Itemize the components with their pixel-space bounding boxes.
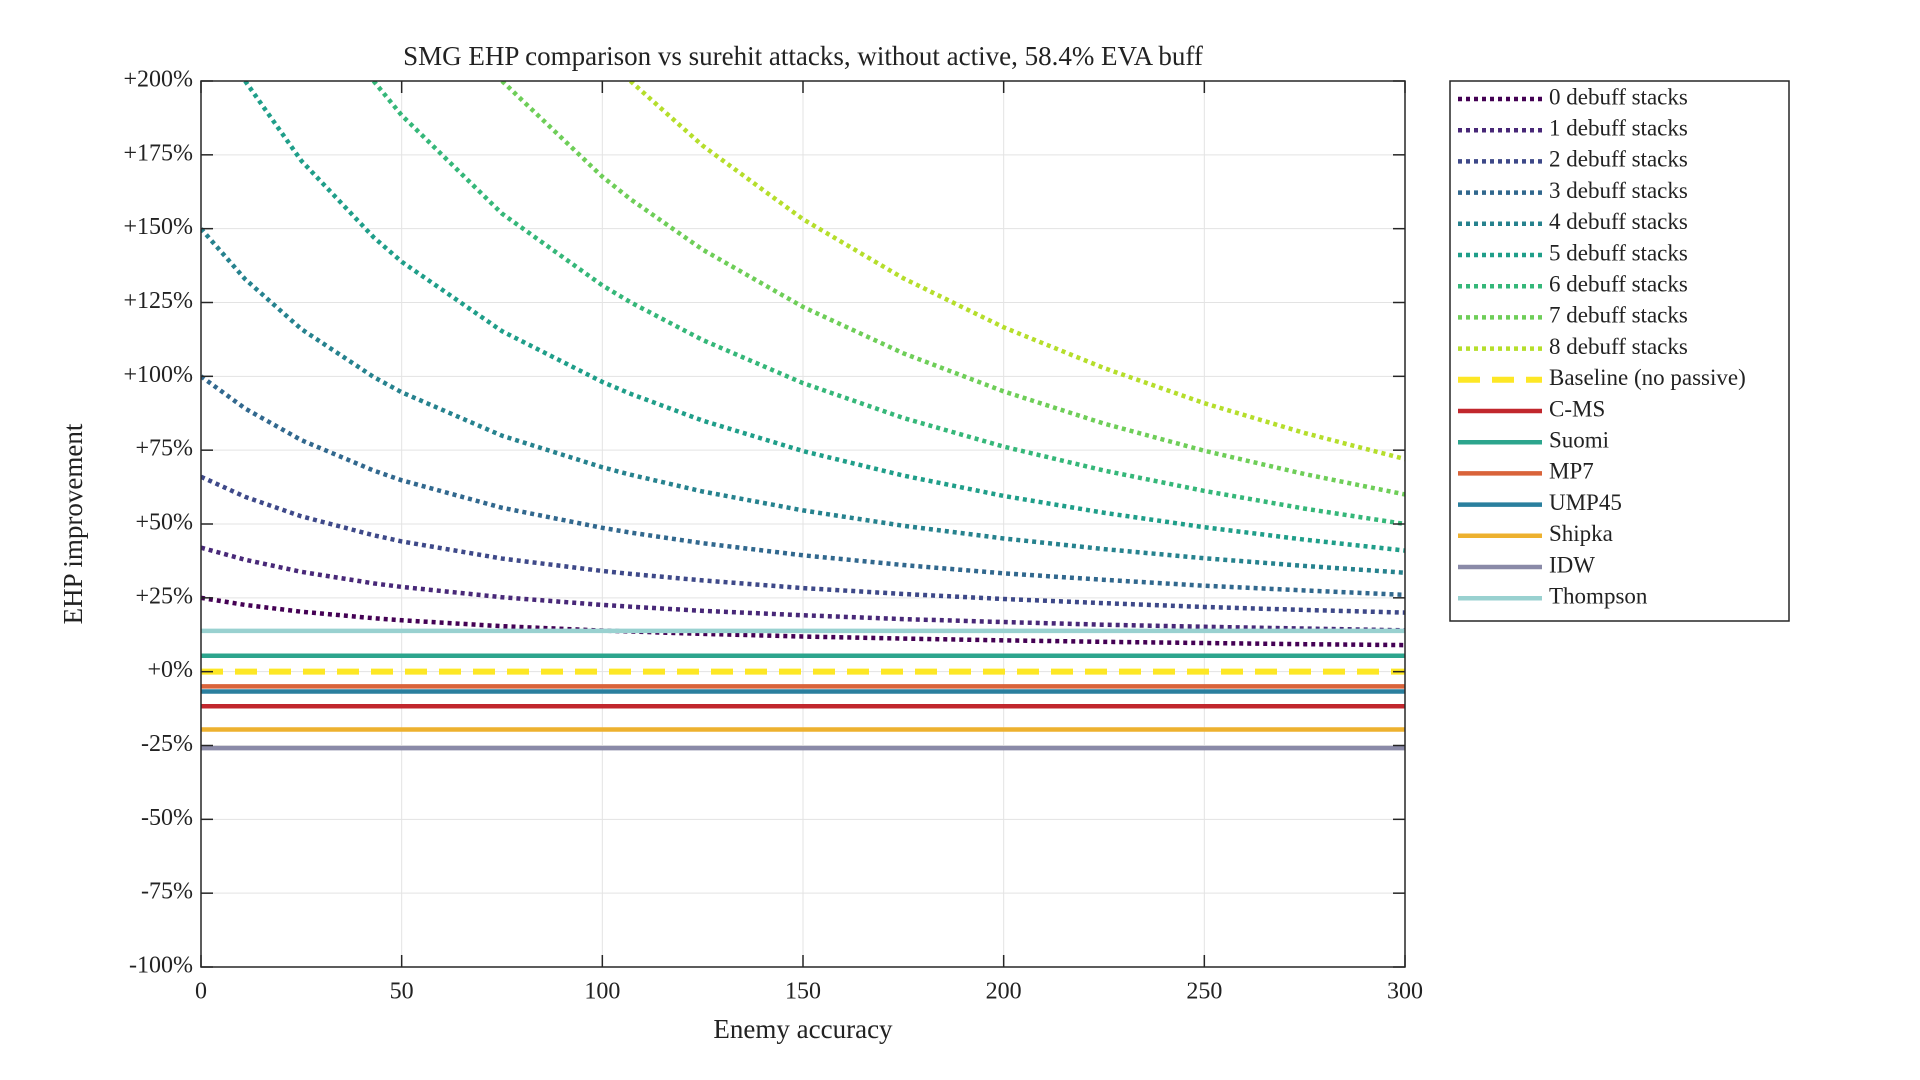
x-tick-label: 100 [584, 979, 620, 1005]
series-line [201, 545, 1405, 633]
y-tick-label: +125% [123, 288, 193, 314]
x-tick-label: 150 [785, 979, 821, 1005]
legend-label: MP7 [1549, 459, 1594, 484]
legend-label: 6 debuff stacks [1549, 271, 1688, 296]
series-line [201, 227, 1405, 575]
series-line [201, 474, 1405, 615]
lines [201, 81, 1405, 751]
legend-label: 2 debuff stacks [1549, 147, 1688, 172]
x-tick-label: 50 [390, 979, 414, 1005]
legend-label: 8 debuff stacks [1549, 334, 1688, 359]
legend-label: Shipka [1549, 521, 1613, 546]
y-tick-label: +150% [123, 214, 193, 240]
y-tick-label: +75% [135, 436, 193, 462]
y-tick-label: -25% [141, 731, 193, 757]
legend-label: C-MS [1549, 396, 1605, 421]
x-tick-label: 250 [1186, 979, 1222, 1005]
y-tick-label: -50% [141, 805, 193, 831]
ticks: -100% -75% -50% -25% +0% +25% +50% +75% +100% +12… [123, 67, 1423, 1005]
legend-box [1449, 80, 1790, 622]
legend-label: IDW [1549, 552, 1595, 577]
series-line [371, 81, 1405, 527]
y-tick-label: +200% [123, 67, 193, 93]
x-tick-label: 200 [986, 979, 1022, 1005]
legend-label: 4 debuff stacks [1549, 209, 1688, 234]
series-line [500, 81, 1405, 497]
legend-label: 0 debuff stacks [1549, 84, 1688, 109]
y-axis-label: EHP improvement [58, 423, 88, 624]
y-tick-label: +50% [135, 510, 193, 536]
legend-label: Baseline (no passive) [1549, 365, 1746, 390]
legend-label: 5 debuff stacks [1549, 240, 1688, 265]
x-tick-label: 300 [1387, 979, 1423, 1005]
y-tick-label: -75% [141, 879, 193, 905]
legend-label: Thompson [1549, 583, 1648, 608]
series-line [628, 81, 1405, 462]
legend-label: 7 debuff stacks [1549, 303, 1688, 328]
x-axis-label: Enemy accuracy [713, 1014, 893, 1044]
legend-label: Suomi [1549, 427, 1609, 452]
y-tick-label: -100% [129, 953, 193, 979]
legend-label: UMP45 [1549, 490, 1622, 515]
legend-label: 1 debuff stacks [1549, 115, 1688, 140]
y-tick-label: +100% [123, 362, 193, 388]
legend-label: 3 debuff stacks [1549, 178, 1688, 203]
y-tick-label: +25% [135, 583, 193, 609]
y-tick-label: +0% [147, 657, 193, 683]
series-line [201, 374, 1405, 598]
x-tick-label: 0 [195, 979, 207, 1005]
y-tick-label: +175% [123, 140, 193, 166]
chart-title: SMG EHP comparison vs surehit attacks, w… [403, 41, 1203, 71]
legend: 0 debuff stacks 1 debuff stacks 2 debuff s… [1449, 80, 1790, 622]
